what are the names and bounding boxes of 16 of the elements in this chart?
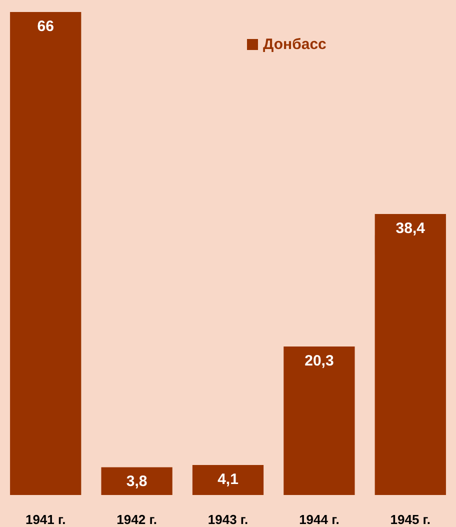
- bar: [192, 464, 264, 495]
- x-tick-label: 1944 г.: [299, 512, 340, 527]
- x-tick-label: 1945 г.: [390, 512, 431, 527]
- data-label: 4,1: [218, 470, 238, 488]
- x-tick-label: 1941 г.: [25, 512, 66, 527]
- bar: [284, 346, 355, 495]
- bar: [101, 467, 172, 495]
- x-tick-label: 1942 г.: [116, 512, 157, 527]
- data-label: 20,3: [304, 352, 334, 370]
- data-label: 38,4: [396, 220, 426, 237]
- data-label: 66: [37, 18, 54, 35]
- data-label: 3,8: [126, 473, 148, 490]
- bar: [10, 12, 82, 495]
- bar: [374, 214, 446, 495]
- legend-label: Донбасс: [263, 36, 326, 53]
- x-tick-label: 1943 г.: [208, 512, 248, 527]
